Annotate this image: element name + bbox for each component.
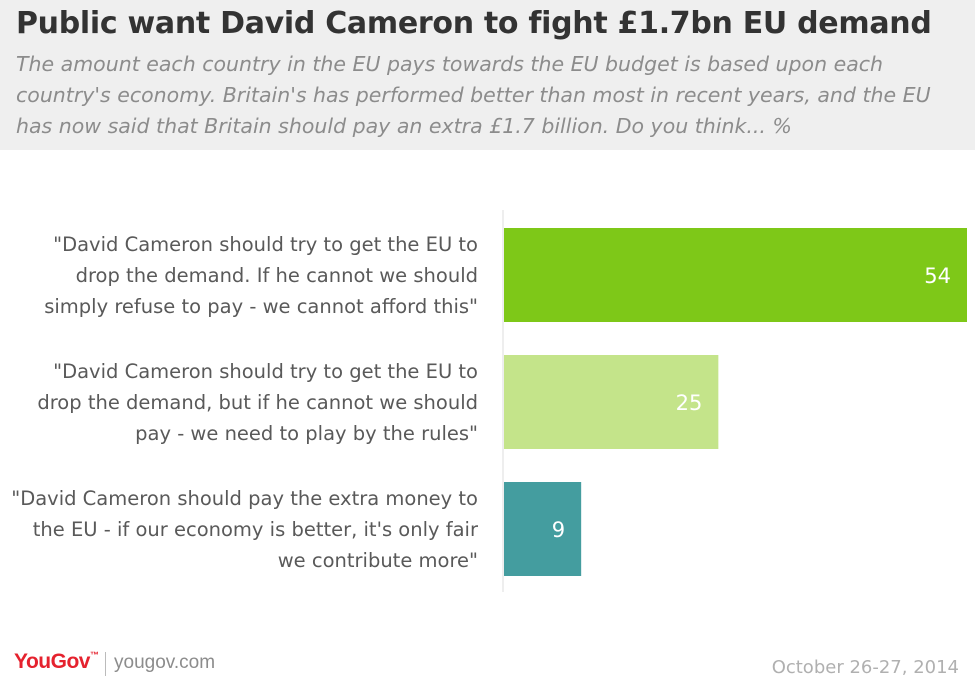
- category-label-line: "David Cameron should pay the extra mone…: [11, 486, 478, 510]
- trademark-mark: ™: [89, 650, 99, 660]
- bar-3: [504, 482, 582, 576]
- chart-title: Public want David Cameron to fight £1.7b…: [16, 6, 932, 41]
- header-banner: Public want David Cameron to fight £1.7b…: [0, 0, 975, 150]
- category-label-3: "David Cameron should pay the extra mone…: [0, 483, 478, 576]
- bar-2: [504, 355, 719, 449]
- data-label-3: 9: [552, 518, 565, 542]
- category-label-line: we contribute more": [277, 548, 478, 572]
- footer-site-link[interactable]: yougov.com: [114, 652, 216, 673]
- category-label-2: "David Cameron should try to get the EU …: [0, 356, 478, 449]
- category-label-line: "David Cameron should try to get the EU …: [53, 359, 478, 383]
- logo-text: YouGov: [14, 650, 90, 673]
- survey-date: October 26-27, 2014: [771, 657, 959, 678]
- category-label-line: the EU - if our economy is better, it's …: [32, 517, 478, 541]
- category-label-line: pay - we need to play by the rules": [135, 421, 478, 445]
- category-label-line: "David Cameron should try to get the EU …: [53, 232, 478, 256]
- chart-subtitle: The amount each country in the EU pays t…: [16, 52, 931, 138]
- category-label-line: drop the demand, but if he cannot we sho…: [37, 390, 478, 414]
- category-label-line: simply refuse to pay - we cannot afford …: [44, 294, 478, 318]
- category-label-1: "David Cameron should try to get the EU …: [0, 229, 478, 322]
- data-label-2: 25: [676, 391, 703, 415]
- yougov-logo[interactable]: YouGov™: [14, 650, 99, 674]
- bar-1: [504, 228, 967, 322]
- category-label-line: drop the demand. If he cannot we should: [75, 263, 478, 287]
- footer-divider: [105, 652, 106, 676]
- data-label-1: 54: [924, 264, 951, 288]
